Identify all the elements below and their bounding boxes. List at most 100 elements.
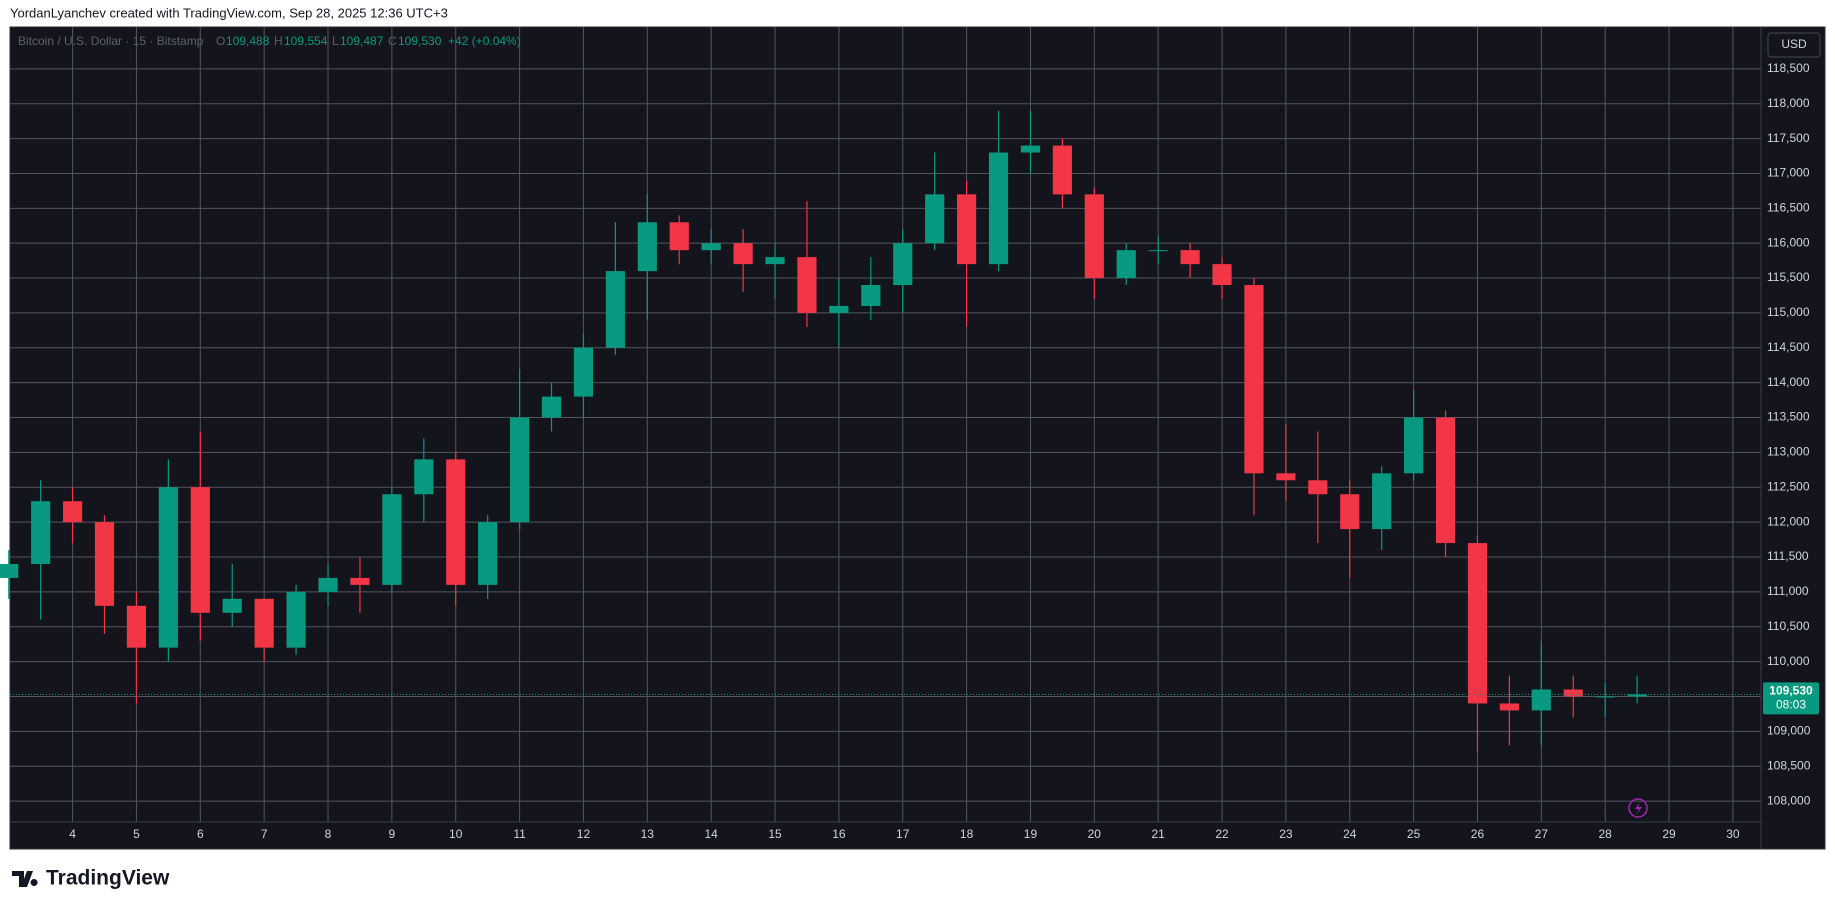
x-tick-label: 29 [1662,827,1676,841]
h-label: H [274,34,283,48]
alert-bolt[interactable] [1635,802,1642,814]
candle-body [1148,250,1168,252]
candle-body [446,459,466,585]
candle-body [1372,473,1392,530]
candle-body [1404,417,1424,474]
candle-body [1467,543,1488,704]
last-price-tag [1763,682,1819,715]
x-tick-label: 24 [1343,827,1357,841]
x-tick-label: 26 [1471,827,1485,841]
candle-body [1531,689,1551,711]
ohlc-legend: Bitcoin / U.S. Dollar · 15 · Bitstamp O … [18,34,521,48]
x-tick-label: 25 [1407,827,1421,841]
candle-body [1084,194,1104,279]
candle-body [605,271,625,348]
candle-body [0,563,19,578]
x-tick-label: 17 [896,827,910,841]
x-tick-label: 7 [261,827,268,841]
x-tick-label: 16 [832,827,846,841]
candle-body [1212,264,1232,286]
symbol: Bitcoin / U.S. Dollar · 15 · Bitstamp [18,34,204,48]
l-value: 109,487 [340,34,384,48]
logo-text: TradingView [46,867,170,890]
candle-body [988,152,1009,265]
candle-body [1276,473,1296,481]
x-tick-label: 18 [960,827,974,841]
y-tick-label: 114,000 [1767,375,1810,389]
x-tick-label: 27 [1535,827,1549,841]
candle-body [861,285,881,306]
x-tick-label: 23 [1279,827,1293,841]
candle-body [701,243,721,251]
alert-circle[interactable] [1628,798,1648,818]
candle-body [222,598,242,613]
candle-body [669,222,689,251]
candle-body [1308,480,1328,495]
logo: TradingView [12,867,170,890]
y-tick-label: 117,000 [1767,166,1810,180]
y-tick-label: 118,000 [1767,96,1810,110]
currency[interactable]: USD [1781,37,1807,51]
currency-button[interactable] [1767,32,1821,58]
alert-icon[interactable] [1628,798,1648,818]
candle-body [1180,250,1200,265]
candle-body [893,243,913,286]
grid [10,27,1761,822]
x-tick-label: 9 [389,827,396,841]
candle-body [957,194,977,265]
candle-body [63,501,83,523]
change: +42 (+0.04%) [448,34,521,48]
h-value: 109,554 [284,34,328,48]
countdown: 08:03 [1776,698,1806,712]
x-tick-label: 22 [1215,827,1229,841]
candle-body [94,522,115,606]
candle-body [1340,494,1360,530]
chart-frame [9,26,1826,850]
y-tick-label: 116,000 [1767,235,1810,249]
candle-body [1435,417,1456,544]
candle-body [158,487,178,648]
y-tick-label: 114,500 [1767,340,1810,354]
x-tick-label: 12 [577,827,591,841]
candle-body [1116,250,1136,279]
candle-body [1244,285,1264,474]
candles [0,110,1647,753]
last-price-label: 109,530 [1769,684,1813,698]
y-tick-label: 113,000 [1767,445,1810,459]
x-tick-label: 5 [133,827,140,841]
x-tick-label: 30 [1726,827,1740,841]
c-label: C [388,34,397,48]
x-tick-label: 13 [641,827,655,841]
l-label: L [332,34,339,48]
candle-body [1052,145,1072,195]
candle-body [829,305,849,313]
y-tick-label: 109,000 [1767,724,1811,738]
candle-body [31,501,51,564]
y-tick-label: 110,000 [1767,654,1810,668]
x-tick-label: 8 [325,827,332,841]
candle-body [573,347,594,397]
candle-body [286,591,306,648]
candle-body [637,222,657,272]
y-tick-label: 113,500 [1767,410,1810,424]
y-tick-label: 108,000 [1767,793,1811,807]
y-tick-label: 117,500 [1767,131,1810,145]
x-tick-label: 14 [704,827,718,841]
x-tick-label: 28 [1599,827,1613,841]
x-tick-label: 19 [1024,827,1038,841]
candle-body [541,396,562,418]
o-value: 109,488 [226,34,270,48]
candle-body [126,605,147,648]
x-tick-label: 15 [768,827,782,841]
candle-body [797,257,817,313]
x-tick-label: 6 [197,827,204,841]
y-tick-label: 115,000 [1767,305,1810,319]
candle-body [350,577,370,585]
candle-body [765,257,785,265]
candle-body [1020,145,1041,153]
candle-body [733,243,753,265]
x-tick-label: 11 [513,827,526,841]
candle-body [478,522,498,585]
